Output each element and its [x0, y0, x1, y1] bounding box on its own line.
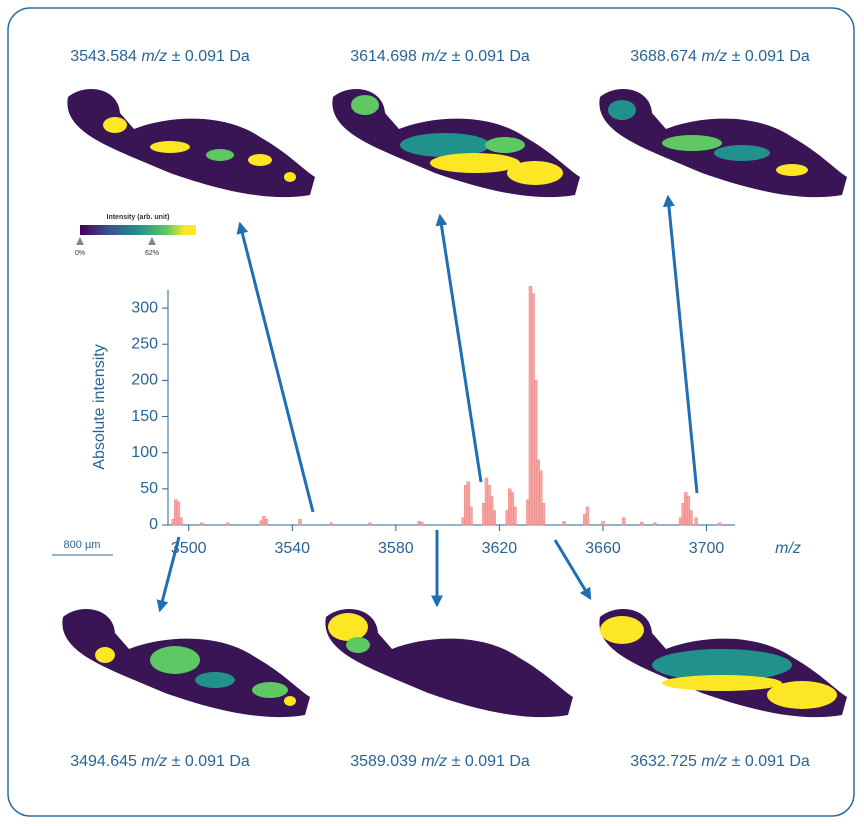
peak: [225, 522, 230, 526]
mz-value: 3543.584: [70, 48, 137, 65]
peak: [640, 521, 644, 526]
peak: [492, 510, 496, 526]
peak: [368, 522, 372, 526]
mz-unit: m/z: [421, 753, 447, 770]
colorbar-markers: [76, 237, 156, 245]
y-tick-label: 100: [131, 444, 158, 461]
ion-image: [599, 609, 847, 718]
y-axis-label: Absolute intensity: [91, 344, 108, 469]
x-tick-label: 3500: [171, 540, 207, 557]
mz-unit: m/z: [701, 48, 727, 65]
mz-value: 3614.698: [350, 48, 417, 65]
x-tick-label: 3620: [482, 540, 518, 557]
mz-unit: m/z: [701, 753, 727, 770]
scale-bar-label: 800 µm: [64, 539, 101, 551]
peak: [694, 517, 698, 526]
peak: [419, 521, 424, 526]
image-label: 3494.645 m/z ± 0.091 Da: [70, 753, 250, 770]
mz-tolerance: ± 0.091 Da: [732, 753, 810, 770]
plot: 0 50 100 150 200 250 300 3500 3540 3580 3620 3660 37…: [131, 286, 735, 557]
peak: [689, 510, 693, 526]
peak: [329, 522, 333, 526]
peak: [541, 503, 546, 526]
x-tick-label: 3660: [585, 540, 621, 557]
mz-value: 3589.039: [350, 753, 417, 770]
arrows: [156, 194, 699, 613]
ion-image: [62, 609, 311, 718]
mz-value: 3632.725: [630, 753, 697, 770]
peak: [199, 522, 204, 526]
peak: [621, 517, 626, 526]
y-tick-label: 0: [149, 516, 158, 533]
peak: [298, 518, 302, 526]
mz-tolerance: ± 0.091 Da: [452, 753, 530, 770]
frame: [7, 7, 855, 817]
x-tick-label: 3580: [378, 540, 414, 557]
mz-tolerance: ± 0.091 Da: [732, 48, 810, 65]
ion-image: [325, 609, 573, 718]
peak: [717, 522, 722, 526]
image-label: 3688.674 m/z ± 0.091 Da: [630, 48, 810, 65]
peak: [469, 506, 473, 526]
peak: [176, 501, 181, 526]
mz-unit: m/z: [421, 48, 447, 65]
peak: [179, 517, 183, 526]
peak: [562, 521, 566, 526]
x-tick-label: 3700: [689, 540, 725, 557]
y-tick-label: 250: [131, 335, 158, 352]
image-label: 3589.039 m/z ± 0.091 Da: [350, 753, 530, 770]
colorbar-title: Intensity (arb. unit): [107, 214, 170, 221]
peak: [539, 470, 543, 526]
colorbar-tick: 62%: [145, 250, 159, 257]
colorbar-tick: 0%: [75, 250, 85, 257]
ion-image: [599, 89, 847, 198]
colorbar: [80, 225, 196, 235]
mz-value: 3494.645: [70, 753, 137, 770]
mz-unit: m/z: [141, 48, 167, 65]
y-tick-label: 150: [131, 408, 158, 425]
ion-image: [67, 89, 316, 198]
peak: [652, 522, 657, 526]
image-label: 3543.584 m/z ± 0.091 Da: [70, 48, 250, 65]
ion-image: [332, 89, 580, 198]
peak: [466, 481, 471, 526]
peak: [601, 521, 605, 526]
mz-tolerance: ± 0.091 Da: [452, 48, 530, 65]
peak: [264, 518, 269, 526]
image-label: 3632.725 m/z ± 0.091 Da: [630, 753, 810, 770]
x-axis-label: m/z: [775, 540, 801, 557]
mz-tolerance: ± 0.091 Da: [172, 753, 250, 770]
y-tick-label: 50: [140, 480, 158, 497]
image-label: 3614.698 m/z ± 0.091 Da: [350, 48, 530, 65]
peak: [533, 380, 538, 526]
mz-value: 3688.674: [630, 48, 697, 65]
y-tick-label: 200: [131, 372, 158, 389]
mz-unit: m/z: [141, 753, 167, 770]
peak: [513, 506, 517, 526]
x-tick-label: 3540: [274, 540, 310, 557]
mz-tolerance: ± 0.091 Da: [172, 48, 250, 65]
peak: [585, 506, 590, 526]
y-tick-label: 300: [131, 299, 158, 316]
